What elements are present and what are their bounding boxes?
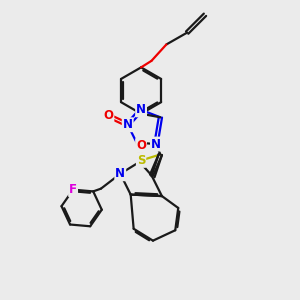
Text: O: O [136,139,146,152]
Text: N: N [123,118,133,131]
Text: N: N [136,103,146,116]
Text: O: O [103,109,113,122]
Text: F: F [69,183,77,196]
Text: N: N [115,167,125,180]
Text: N: N [151,138,161,151]
Text: S: S [137,154,145,167]
